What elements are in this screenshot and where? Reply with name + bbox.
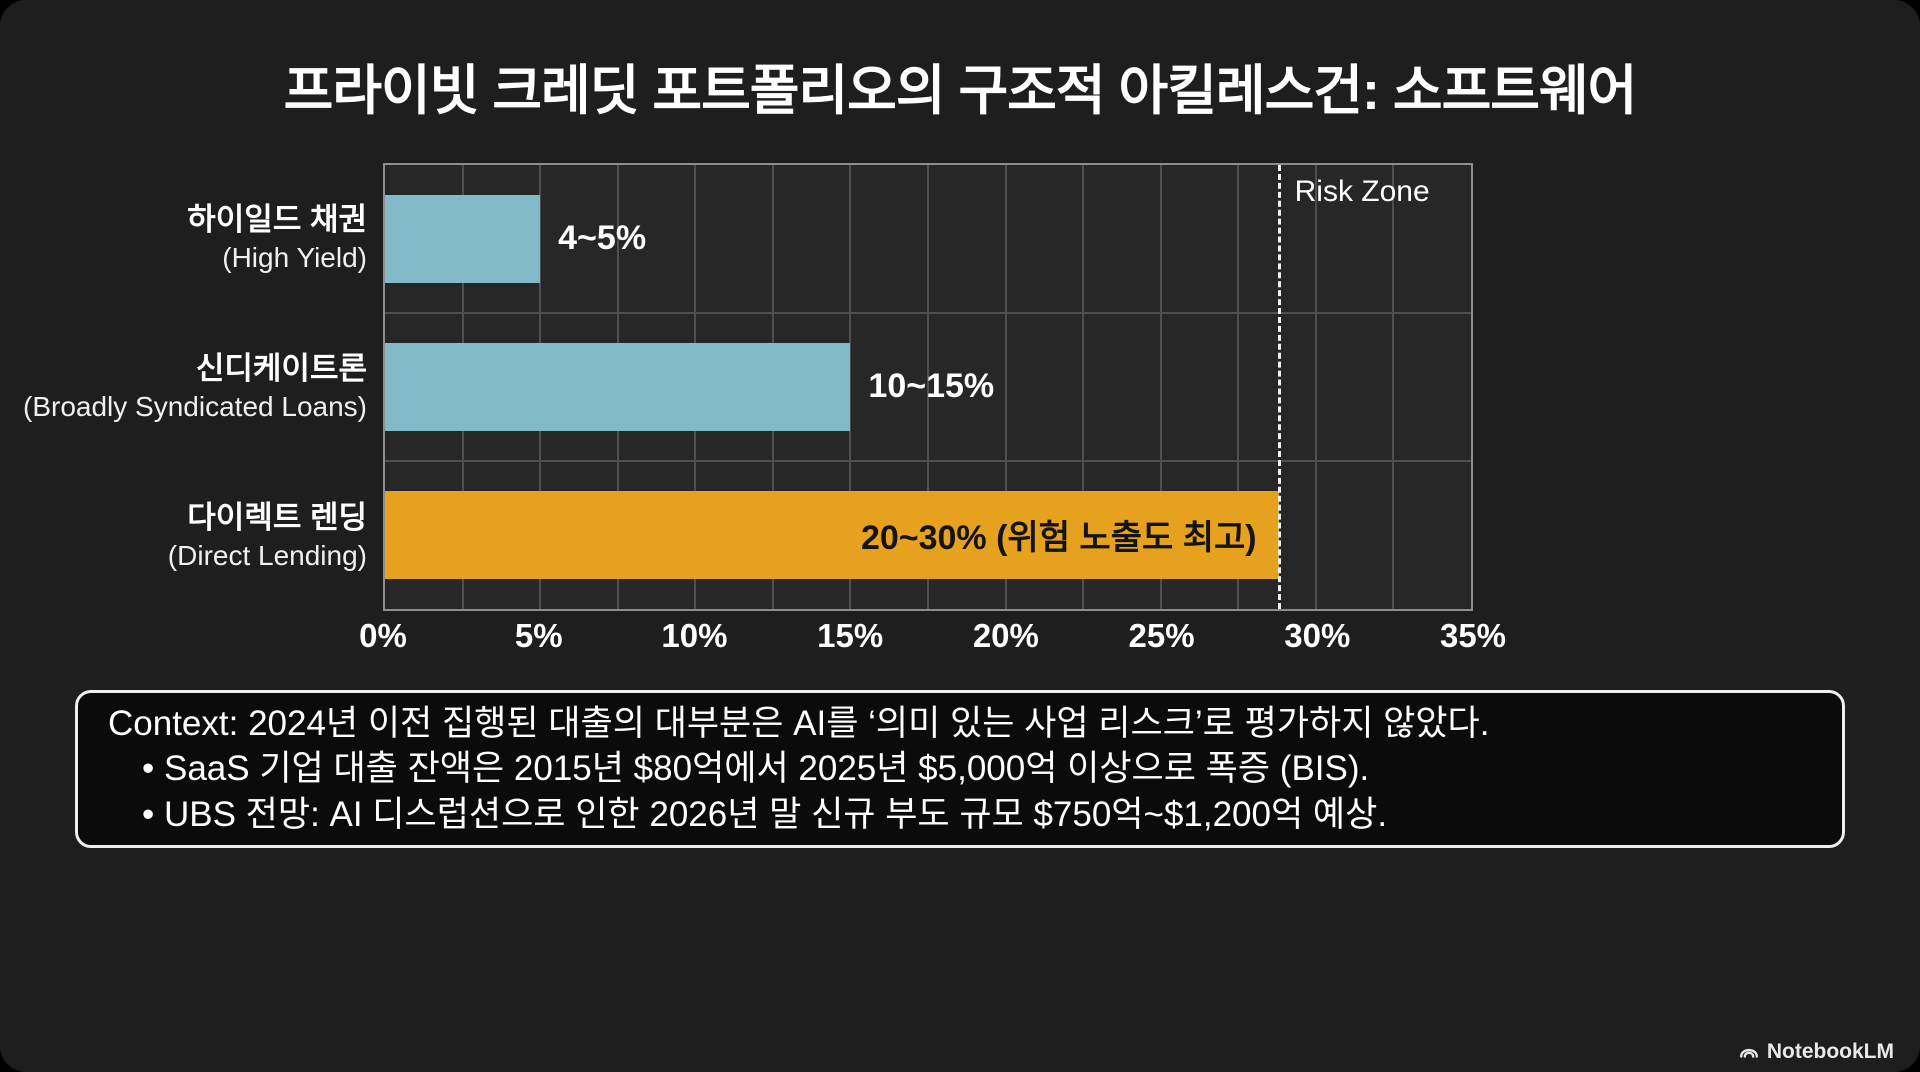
risk-zone-label: Risk Zone bbox=[1294, 175, 1430, 208]
gridline-vertical bbox=[1004, 165, 1007, 609]
gridline-vertical bbox=[1159, 165, 1162, 609]
x-tick-label: 15% bbox=[817, 617, 884, 654]
x-axis: 0% 5% 10% 15% 20% 25% 30% 35% bbox=[359, 617, 1506, 661]
context-box: Context: 2024년 이전 집행된 대출의 대부분은 AI를 ‘의미 있… bbox=[75, 690, 1845, 848]
category-label-ko: 다이렉트 렌딩 bbox=[187, 500, 367, 536]
bar-2 bbox=[385, 342, 851, 431]
context-bullet-1: • SaaS 기업 대출 잔액은 2015년 $80억에서 2025년 $5,0… bbox=[142, 749, 1370, 789]
gridline-vertical bbox=[1392, 165, 1395, 609]
gridline-vertical bbox=[1237, 165, 1240, 609]
category-label-en: (Broadly Syndicated Loans) bbox=[23, 390, 367, 422]
plot-area: 4~5% 10~15% 20~30% (위험 노출도 최고) Risk Zone bbox=[383, 163, 1473, 611]
gridline-vertical bbox=[1082, 165, 1085, 609]
x-tick-label: 20% bbox=[972, 617, 1039, 654]
category-label: 하이일드 채권 (High Yield) bbox=[0, 163, 367, 312]
x-tick-label: 35% bbox=[1439, 617, 1507, 654]
risk-zone-line bbox=[1277, 165, 1281, 609]
category-label-ko: 신디케이트론 bbox=[195, 351, 367, 387]
context-bullet-2: • UBS 전망: AI 디스럽션으로 인한 2026년 말 신규 부도 규모 … bbox=[142, 794, 1388, 834]
notebooklm-icon bbox=[1739, 1048, 1758, 1058]
bar-value-label: 10~15% bbox=[868, 367, 995, 406]
gridline-vertical bbox=[927, 165, 929, 609]
x-tick-label: 10% bbox=[661, 617, 728, 654]
category-label: 다이렉트 렌딩 (Direct Lending) bbox=[0, 462, 367, 611]
bar-value-label: 20~30% (위험 노출도 최고) bbox=[860, 519, 1257, 558]
x-tick-label: 0% bbox=[359, 617, 407, 654]
gridline-vertical bbox=[1314, 165, 1317, 609]
page-title: 프라이빗 크레딧 포트폴리오의 구조적 아킬레스건: 소프트웨어 bbox=[283, 61, 1638, 121]
category-label: 신디케이트론 (Broadly Syndicated Loans) bbox=[0, 312, 367, 461]
x-tick-label: 5% bbox=[514, 617, 563, 654]
gridline-horizontal bbox=[385, 459, 1471, 462]
category-label-en: (High Yield) bbox=[222, 241, 367, 273]
category-label-ko: 하이일드 채권 bbox=[187, 201, 367, 237]
bar-value-label: 4~5% bbox=[558, 219, 647, 258]
x-tick-label: 30% bbox=[1284, 617, 1351, 654]
bar-1 bbox=[385, 195, 541, 283]
gridline-horizontal bbox=[385, 311, 1471, 314]
gridline-vertical bbox=[849, 165, 852, 609]
notebooklm-label: NotebookLM bbox=[1766, 1040, 1894, 1063]
category-label-en: (Direct Lending) bbox=[167, 540, 367, 572]
x-tick-label: 25% bbox=[1128, 617, 1195, 654]
category-axis: 하이일드 채권 (High Yield) 신디케이트론 (Broadly Syndic… bbox=[0, 163, 367, 611]
context-heading: Context: 2024년 이전 집행된 대출의 대부분은 AI를 ‘의미 있… bbox=[108, 703, 1490, 743]
bar-3 bbox=[385, 490, 1279, 579]
notebooklm-badge: NotebookLM bbox=[1738, 1040, 1894, 1064]
